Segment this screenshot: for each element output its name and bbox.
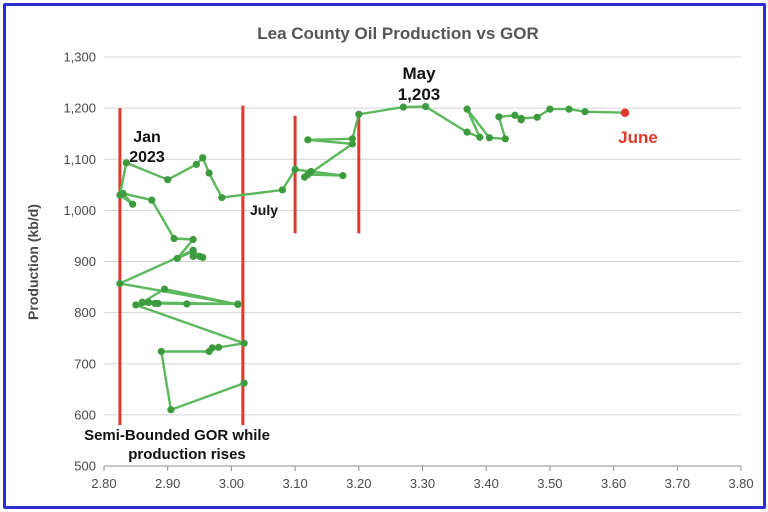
data-point <box>205 169 213 177</box>
x-tick-label: 3.30 <box>410 476 435 491</box>
data-point <box>501 135 509 143</box>
series-group <box>116 102 630 414</box>
data-point <box>129 200 137 208</box>
data-point <box>476 133 484 141</box>
data-point <box>581 108 589 116</box>
x-axis-ticks: 2.80 2.90 3.00 3.10 3.20 3.30 3.40 3.50 3.60 3.70… <box>91 465 754 491</box>
data-point <box>192 160 200 168</box>
data-point <box>199 154 207 162</box>
data-point <box>234 300 242 309</box>
x-tick-label: 3.00 <box>219 476 244 491</box>
data-point <box>189 252 197 260</box>
data-point <box>183 300 191 308</box>
chart-frame <box>3 3 766 509</box>
y-tick-label: 1,200 <box>63 101 96 116</box>
data-point <box>154 299 162 308</box>
data-point <box>208 344 216 352</box>
data-point <box>463 128 471 136</box>
annotation-production-rises: production rises <box>128 446 246 463</box>
data-point <box>495 113 503 121</box>
x-tick-label: 3.10 <box>282 476 307 491</box>
data-point <box>485 134 493 142</box>
data-point <box>148 196 156 204</box>
data-point <box>157 347 165 356</box>
x-tick-label: 2.80 <box>91 476 116 491</box>
x-tick-label: 3.40 <box>474 476 499 491</box>
data-point <box>144 298 153 306</box>
annotations: Jan 2023 July May 1,203 June Semi-Bounde… <box>84 64 658 463</box>
annotation-june: June <box>618 128 658 147</box>
x-tick-label: 3.80 <box>728 476 753 491</box>
data-point <box>348 135 357 143</box>
x-tick-label: 3.20 <box>346 476 371 491</box>
y-tick-label: 1,100 <box>63 152 96 167</box>
annotation-july: July <box>250 202 278 218</box>
data-point <box>565 105 573 113</box>
data-point <box>138 298 146 306</box>
data-point <box>218 193 226 202</box>
data-point <box>199 253 207 262</box>
data-point <box>189 235 197 244</box>
y-tick-label: 600 <box>74 407 96 422</box>
data-point <box>278 186 286 194</box>
data-point-latest <box>620 108 630 117</box>
data-point <box>291 165 299 174</box>
data-point <box>301 173 309 181</box>
annotation-may: May <box>402 64 436 83</box>
data-point <box>122 159 130 167</box>
data-point <box>463 105 471 113</box>
y-axis-label: Production (kb/d) <box>25 204 41 320</box>
y-tick-label: 1,000 <box>63 203 96 218</box>
data-point <box>160 285 169 293</box>
y-tick-label: 700 <box>74 356 96 371</box>
annotation-may-value: 1,203 <box>398 85 441 104</box>
data-point <box>164 176 172 184</box>
y-tick-label: 1,300 <box>63 50 96 65</box>
annotation-jan: Jan <box>133 129 161 146</box>
data-point <box>533 113 541 121</box>
annotation-2023: 2023 <box>129 149 165 166</box>
data-point <box>339 172 347 180</box>
y-tick-label: 900 <box>74 254 96 269</box>
data-point <box>304 136 312 144</box>
annotation-semi-bounded: Semi-Bounded GOR while <box>84 427 270 444</box>
data-point <box>399 103 407 111</box>
data-point <box>355 110 363 118</box>
data-point <box>173 254 181 263</box>
data-point <box>170 234 178 243</box>
data-point <box>215 343 223 351</box>
data-point <box>517 114 525 122</box>
x-tick-label: 3.60 <box>601 476 626 491</box>
data-point <box>132 301 140 309</box>
data-point <box>422 102 430 111</box>
data-point <box>348 140 357 148</box>
data-point <box>116 191 124 199</box>
data-point <box>511 111 519 119</box>
data-point <box>167 406 175 414</box>
x-tick-label: 2.90 <box>155 476 180 491</box>
y-tick-label: 800 <box>74 305 96 320</box>
data-point <box>546 105 554 113</box>
reference-lines <box>118 105 361 426</box>
data-point <box>240 339 248 347</box>
x-tick-label: 3.70 <box>665 476 690 491</box>
gridlines <box>104 56 741 467</box>
y-tick-label: 500 <box>74 459 96 474</box>
data-point <box>240 379 248 387</box>
data-point <box>189 247 197 255</box>
x-tick-label: 3.50 <box>537 476 562 491</box>
data-point <box>116 279 124 288</box>
chart-title: Lea County Oil Production vs GOR <box>257 24 538 43</box>
y-axis-ticks: 500 600 700 800 900 1,000 1,100 1,200 1,300 <box>63 50 96 474</box>
